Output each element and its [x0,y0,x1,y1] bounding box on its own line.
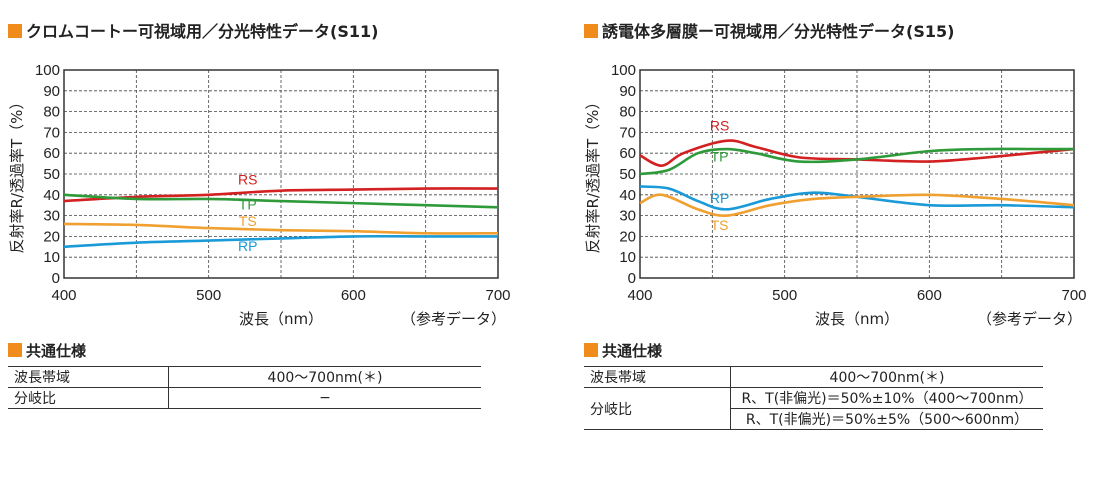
series-label-tp: TP [239,196,257,212]
x-tick-label: 500 [772,287,797,304]
spec-table: 波長帯域 400〜700nm(＊) 分岐比 R、T(非偏光)＝50%±10%（4… [584,366,1043,430]
series-label-rp: RP [710,190,729,206]
y-tick-label: 80 [43,104,60,121]
chart-title-text: 誘電体多層膜ー可視域用／分光特性データ(S15) [602,22,955,41]
series-label-ts: TS [711,217,729,233]
y-tick-label: 0 [52,270,60,287]
table-row: 波長帯域 400〜700nm(＊) [584,366,1043,388]
orange-square-icon [8,24,22,38]
table-row: 分岐比 R、T(非偏光)＝50%±10%（400〜700nm） [584,387,1043,430]
series-line-tp [639,147,1074,176]
series-label-rp: RP [238,238,257,254]
x-axis-note: （参考データ） [401,310,506,328]
y-axis-label: 反射率R/透過率T（%） [8,95,26,254]
x-axis-note: （参考データ） [977,310,1082,328]
spec-label: 分岐比 [8,387,169,409]
x-tick-label: 400 [627,287,652,304]
series-line-rs [639,139,1075,167]
orange-square-icon [8,343,22,357]
chart-title-text: クロムコートー可視域用／分光特性データ(S11) [26,22,379,41]
series-line-rp [63,234,498,249]
y-tick-label: 0 [628,270,636,287]
spec-label: 波長帯域 [8,366,169,388]
y-tick-label: 20 [619,228,636,245]
x-tick-label: 700 [485,287,510,304]
y-tick-label: 10 [43,249,60,266]
series-line-rp [639,185,1075,211]
x-tick-label: 600 [917,287,942,304]
spec-value: 400〜700nm(＊) [168,366,481,388]
series-line-ts [639,193,1075,217]
series-label-ts: TS [239,213,257,229]
y-tick-label: 50 [619,166,636,183]
orange-square-icon [584,24,598,38]
spec-heading-text: 共通仕様 [602,342,663,360]
table-row: R、T(非偏光)＝50%±5%（500〜600nm） [584,408,1043,430]
dielectric-panel: 誘電体多層膜ー可視域用／分光特性データ(S15) 0 10 20 30 40 50 60 70… [576,0,1100,482]
table-row: 分岐比 − [8,387,481,409]
y-tick-label: 70 [43,124,60,141]
y-tick-label: 30 [43,208,60,225]
chrome-coat-panel: クロムコートー可視域用／分光特性データ(S11) 0 10 20 30 40 50 60 70… [0,0,540,482]
y-tick-label: 100 [35,62,60,79]
spectral-chart: 0 10 20 30 40 50 60 70 80 90 100 400 500 600 700 波長（nm）… [584,62,1087,328]
y-axis-label: 反射率R/透過率T（%） [584,95,602,254]
spec-heading: 共通仕様 [8,340,86,361]
table-row: 波長帯域 400〜700nm(＊) [8,366,481,388]
y-tick-label: 50 [43,166,60,183]
series-line-rs [63,187,499,203]
y-tick-label: 40 [43,187,60,204]
y-tick-label: 30 [619,208,636,225]
spec-value: R、T(非偏光)＝50%±10%（400〜700nm） [730,387,1043,409]
x-axis-label: 波長（nm） [815,310,899,328]
y-tick-label: 100 [611,62,636,79]
series-label-rs: RS [238,171,257,187]
spec-heading-text: 共通仕様 [26,342,87,360]
y-tick-label: 20 [43,228,60,245]
y-tick-label: 60 [43,145,60,162]
chart-title: 誘電体多層膜ー可視域用／分光特性データ(S15) [584,18,954,42]
spec-value: − [168,387,481,409]
y-tick-label: 60 [619,145,636,162]
series-line-ts [63,222,499,235]
x-axis-label: 波長（nm） [239,310,323,328]
y-tick-label: 10 [619,249,636,266]
y-tick-label: 40 [619,187,636,204]
spec-heading: 共通仕様 [584,340,662,361]
spec-table: 波長帯域 400〜700nm(＊) 分岐比 − [8,366,481,409]
x-tick-label: 700 [1061,287,1086,304]
chart-title: クロムコートー可視域用／分光特性データ(S11) [8,18,378,42]
x-tick-label: 600 [341,287,366,304]
spec-label: 波長帯域 [584,366,731,388]
orange-square-icon [584,343,598,357]
spec-value: R、T(非偏光)＝50%±5%（500〜600nm） [730,408,1043,430]
spec-label: 分岐比 [584,387,731,430]
series-label-tp: TP [711,149,729,165]
y-tick-label: 80 [619,104,636,121]
y-tick-label: 90 [619,83,636,100]
spectral-chart: 0 10 20 30 40 50 60 70 80 90 100 400 500 600 700 波長（nm）… [8,62,511,328]
series-label-rs: RS [710,117,729,133]
x-tick-label: 400 [51,287,76,304]
y-tick-label: 70 [619,124,636,141]
x-tick-label: 500 [196,287,221,304]
y-tick-label: 90 [43,83,60,100]
spec-value: 400〜700nm(＊) [730,366,1043,388]
series-line-tp [63,193,499,209]
